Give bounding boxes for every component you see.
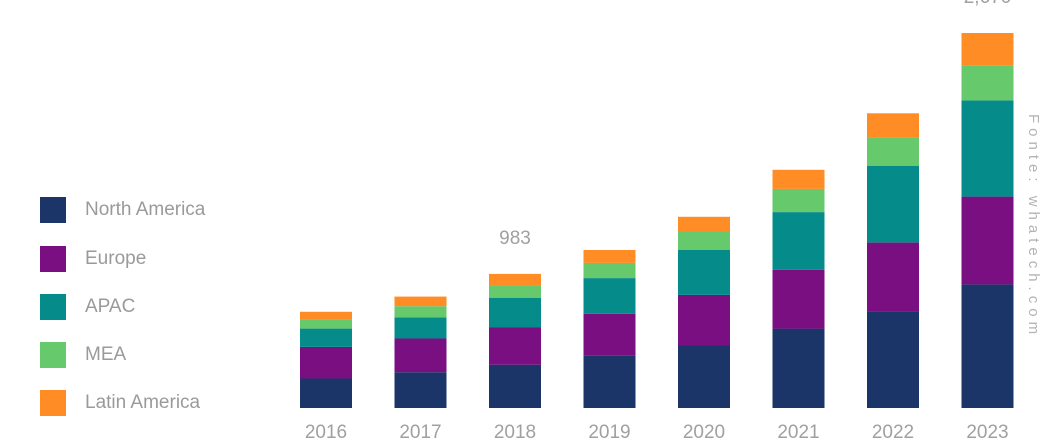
bar-mea-2017 [394,306,447,318]
bar-north-america-2020 [678,345,730,408]
bar-latin-america-2017 [394,296,447,307]
legend-swatch-mea [40,342,66,368]
bar-north-america-2021 [772,328,825,408]
bar-latin-america-2019 [583,250,636,263]
bar-latin-america-2016 [300,311,352,320]
bar-apac-2022 [867,166,919,243]
legend-label-north-america: North America [85,199,206,220]
bar-latin-america-2022 [867,113,919,138]
legend-label-latin-america: Latin America [85,392,201,413]
bar-apac-2021 [772,212,825,270]
legend-swatch-latin-america [40,390,66,416]
legend-label-apac: APAC [85,296,136,317]
bar-latin-america-2020 [678,216,730,232]
legend-label-mea: MEA [85,344,127,365]
legend-item-europe: Europe [40,246,146,272]
bar-apac-2016 [300,328,352,347]
x-tick-label-2021: 2021 [777,422,819,443]
bar-mea-2020 [678,232,730,250]
bar-north-america-2019 [583,355,636,408]
source-note: Fonte: whatech.com [1025,114,1042,340]
bar-europe-2021 [772,269,825,329]
legend-item-latin-america: Latin America [40,390,200,416]
x-tick-label-2022: 2022 [872,422,914,443]
bar-europe-2016 [300,346,352,379]
x-tick-label-2020: 2020 [683,422,725,443]
legend-item-apac: APAC [40,294,135,320]
bar-north-america-2018 [489,364,541,408]
bar-latin-america-2021 [772,169,825,189]
bar-mea-2018 [489,285,541,298]
data-label-2018: 983 [499,228,531,249]
legend-item-north-america: North America [40,197,205,223]
legend-swatch-apac [40,294,66,320]
bar-apac-2020 [678,250,730,295]
bar-mea-2019 [583,262,636,279]
x-tick-label-2019: 2019 [588,422,630,443]
bar-europe-2020 [678,294,730,346]
bar-europe-2018 [489,327,541,365]
bar-mea-2021 [772,188,825,213]
legend-swatch-north-america [40,197,66,223]
data-label-2023: 2,670 [964,0,1012,8]
legend-swatch-europe [40,246,66,272]
bar-europe-2017 [394,338,447,373]
x-tick-label-2023: 2023 [966,422,1008,443]
bar-north-america-2017 [394,372,447,408]
bar-mea-2022 [867,137,919,166]
bar-north-america-2022 [867,311,919,408]
bar-north-america-2023 [961,284,1014,408]
x-tick-label-2016: 2016 [305,422,347,443]
bar-latin-america-2023 [961,33,1014,66]
legend-item-mea: MEA [40,342,126,368]
legend-label-europe: Europe [85,248,147,269]
bar-latin-america-2018 [489,273,541,286]
bar-apac-2019 [583,278,636,314]
x-tick-label-2018: 2018 [494,422,536,443]
bar-europe-2023 [961,196,1014,285]
bar-mea-2023 [961,65,1014,101]
bar-mea-2016 [300,319,352,329]
bar-europe-2022 [867,242,919,312]
bar-apac-2018 [489,297,541,328]
bar-apac-2023 [961,100,1014,197]
bar-apac-2017 [394,317,447,339]
bar-north-america-2016 [300,378,352,408]
bar-europe-2019 [583,313,636,356]
x-tick-label-2017: 2017 [399,422,441,443]
